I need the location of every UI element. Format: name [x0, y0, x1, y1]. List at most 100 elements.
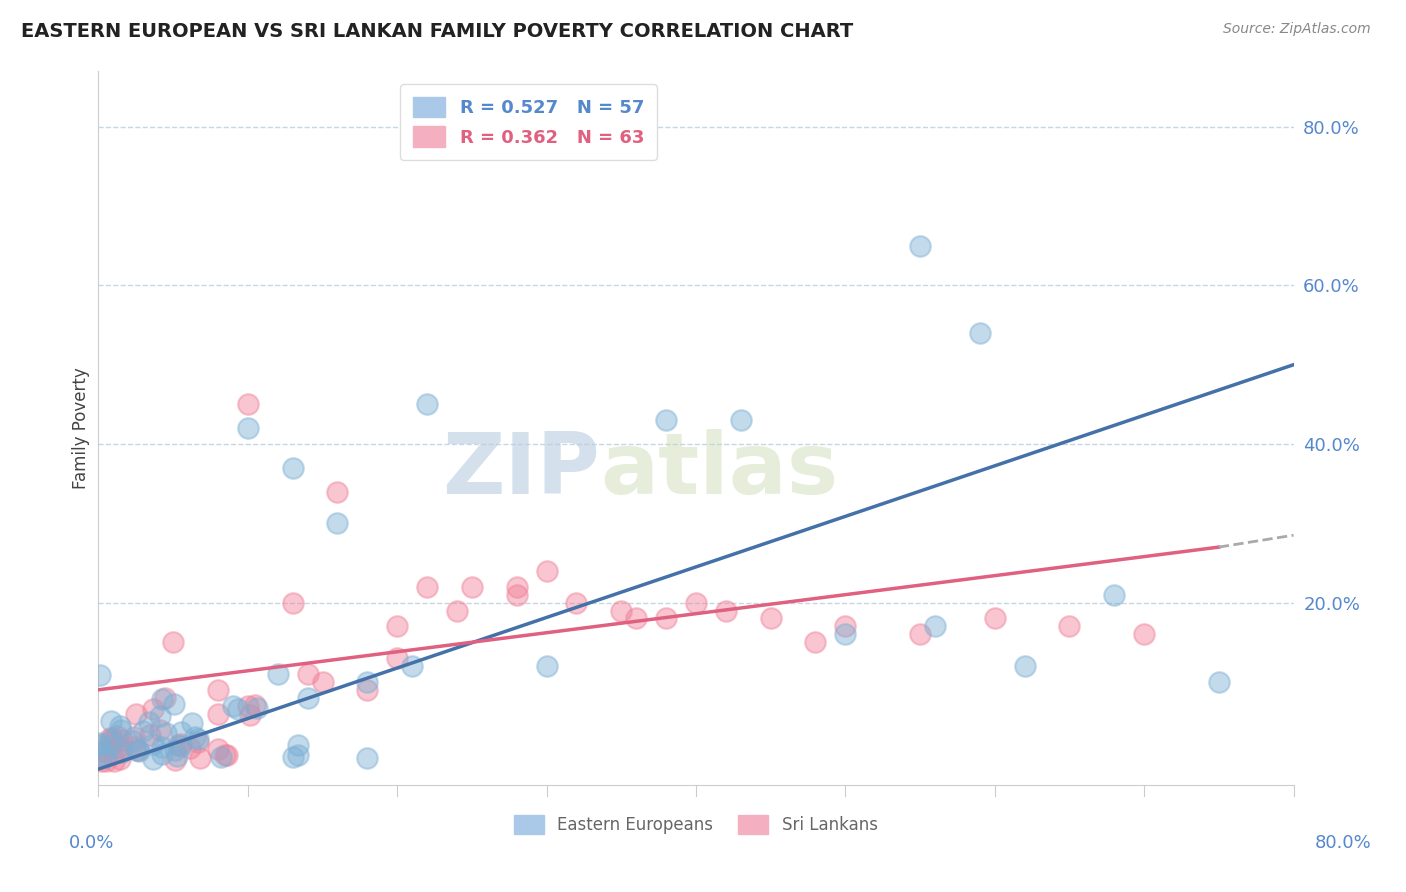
Point [416, 580, 439, 594]
Point [138, 714, 160, 729]
Point [149, 709, 172, 723]
Point [96, 754, 118, 768]
Point [167, 738, 190, 752]
Point [281, 596, 304, 610]
Point [610, 603, 633, 617]
Point [180, 715, 202, 730]
Point [834, 619, 856, 633]
Point [236, 397, 259, 411]
Point [150, 739, 173, 754]
Point [804, 635, 827, 649]
Point [207, 741, 229, 756]
Point [1059, 619, 1081, 633]
Point [207, 706, 229, 721]
Point [101, 733, 124, 747]
Point [246, 700, 269, 714]
Point [150, 747, 173, 761]
Point [142, 738, 165, 752]
Point [105, 729, 128, 743]
Point [236, 421, 259, 435]
Point [226, 702, 249, 716]
Point [187, 735, 209, 749]
Point [165, 743, 187, 757]
Point [714, 603, 737, 617]
Legend: Eastern Europeans, Sri Lankans: Eastern Europeans, Sri Lankans [508, 808, 884, 841]
Point [142, 702, 165, 716]
Point [162, 635, 184, 649]
Point [89, 668, 111, 682]
Point [655, 611, 678, 625]
Point [217, 748, 239, 763]
Point [536, 564, 558, 578]
Point [297, 690, 319, 705]
Point [685, 596, 707, 610]
Point [163, 697, 186, 711]
Point [98, 731, 121, 745]
Point [139, 728, 162, 742]
Point [101, 731, 124, 746]
Point [107, 739, 129, 754]
Point [209, 750, 232, 764]
Point [207, 682, 229, 697]
Point [90, 748, 112, 763]
Point [124, 739, 146, 754]
Point [969, 326, 991, 340]
Point [281, 460, 304, 475]
Point [565, 596, 588, 610]
Point [239, 708, 262, 723]
Point [98, 734, 121, 748]
Point [183, 731, 205, 745]
Point [170, 724, 193, 739]
Point [141, 752, 163, 766]
Point [170, 737, 193, 751]
Point [93, 743, 115, 757]
Point [87, 736, 110, 750]
Point [103, 754, 125, 768]
Text: Source: ZipAtlas.com: Source: ZipAtlas.com [1223, 22, 1371, 37]
Point [125, 706, 148, 721]
Point [150, 691, 173, 706]
Text: atlas: atlas [600, 429, 838, 513]
Point [111, 745, 134, 759]
Point [326, 484, 349, 499]
Point [924, 619, 946, 633]
Point [908, 239, 931, 253]
Point [356, 682, 378, 697]
Point [108, 752, 131, 766]
Point [730, 413, 752, 427]
Point [122, 730, 145, 744]
Point [385, 619, 409, 633]
Point [243, 698, 266, 712]
Point [908, 627, 931, 641]
Point [759, 611, 782, 625]
Point [984, 611, 1007, 625]
Point [267, 667, 290, 681]
Point [655, 413, 678, 427]
Point [110, 740, 132, 755]
Point [1014, 659, 1036, 673]
Point [91, 743, 114, 757]
Point [125, 742, 148, 756]
Text: 80.0%: 80.0% [1315, 834, 1371, 852]
Point [101, 738, 124, 752]
Point [356, 751, 378, 765]
Point [94, 749, 117, 764]
Point [461, 580, 484, 594]
Point [110, 723, 132, 738]
Point [287, 748, 309, 763]
Text: 0.0%: 0.0% [69, 834, 114, 852]
Point [1133, 627, 1156, 641]
Point [281, 749, 304, 764]
Point [90, 754, 112, 768]
Point [170, 739, 193, 753]
Point [1208, 674, 1230, 689]
Point [834, 627, 856, 641]
Point [385, 651, 409, 665]
Point [356, 674, 378, 689]
Point [446, 603, 468, 617]
Point [222, 698, 245, 713]
Point [89, 738, 111, 752]
Point [188, 750, 211, 764]
Point [311, 674, 333, 689]
Point [297, 667, 319, 681]
